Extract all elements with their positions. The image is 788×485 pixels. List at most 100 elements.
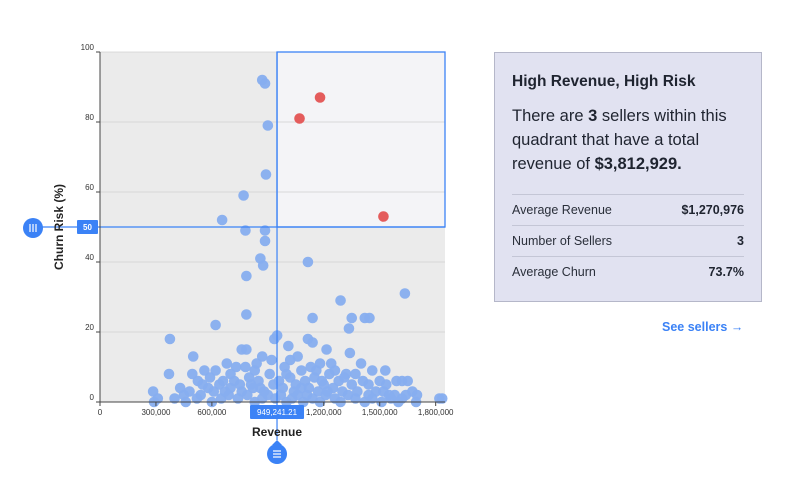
seller-count: 3: [588, 107, 598, 125]
data-point: [245, 379, 257, 390]
data-point: [242, 389, 253, 401]
y-threshold-drag-handle[interactable]: [23, 218, 43, 238]
y-tick-label: 20: [85, 323, 94, 332]
data-point: [311, 365, 322, 376]
data-point: [378, 386, 389, 397]
y-threshold-value: 50: [83, 223, 92, 232]
data-point: [255, 382, 266, 394]
data-point: [259, 235, 271, 247]
data-point: [184, 386, 195, 397]
data-point: [260, 169, 272, 180]
data-point: [197, 379, 208, 390]
x-threshold-badge[interactable]: 949,241.21: [250, 405, 305, 419]
x-tick-label: 600,000: [197, 408, 226, 417]
data-point: [241, 344, 252, 355]
data-point: [232, 393, 244, 404]
y-tick-label: 40: [85, 253, 94, 262]
x-axis-ticks: 0 300,000 600,000 1,200,000 1,500,000 1,800,0…: [98, 402, 454, 417]
stat-value: $1,270,976: [681, 203, 744, 217]
data-point: [191, 393, 203, 404]
x-tick-label: 1,500,000: [362, 408, 398, 417]
data-point: [264, 368, 276, 380]
highlighted-data-point: [378, 211, 389, 222]
data-points: [147, 74, 448, 408]
data-point: [187, 351, 199, 362]
data-point: [259, 225, 271, 236]
card-title: High Revenue, High Risk: [512, 73, 696, 90]
data-point: [307, 337, 318, 348]
y-tick-label: 0: [90, 393, 95, 402]
x-threshold-value: 949,241.21: [257, 408, 298, 417]
data-point: [316, 375, 328, 387]
data-point: [346, 312, 358, 324]
data-point: [321, 344, 332, 355]
data-point: [163, 368, 175, 380]
y-tick-label: 100: [81, 43, 95, 52]
quadrant-summary-card: High Revenue, High Risk There are 3 sell…: [494, 52, 762, 302]
card-description: There are 3 sellers within this quadrant…: [512, 104, 744, 176]
data-point: [221, 358, 233, 369]
data-point: [296, 382, 307, 394]
chart-svg: 0 20 40 60 80 100 0 300,000 600,000 1,200,000 1,5…: [23, 43, 454, 464]
data-point: [283, 340, 294, 352]
data-point: [364, 312, 375, 324]
stat-label: Number of Sellers: [512, 234, 613, 248]
data-point: [296, 365, 307, 376]
data-point: [350, 393, 361, 404]
data-point: [399, 288, 411, 299]
stat-label: Average Churn: [512, 265, 596, 279]
y-tick-label: 80: [85, 113, 94, 122]
x-tick-label: 300,000: [141, 408, 170, 417]
stat-row-average-revenue: Average Revenue $1,270,976: [512, 194, 744, 225]
data-point: [238, 190, 249, 201]
data-point: [357, 375, 369, 387]
highlighted-data-point: [314, 92, 326, 103]
highlighted-data-point: [294, 113, 305, 124]
data-point: [302, 256, 314, 268]
quadrant-highlight: [277, 52, 445, 227]
total-revenue: $3,812,929.: [594, 155, 682, 173]
data-point: [338, 372, 350, 383]
data-point: [363, 389, 374, 401]
x-threshold-drag-handle[interactable]: [267, 440, 288, 464]
data-point: [234, 379, 246, 390]
data-point: [240, 361, 251, 373]
y-axis-ticks: 0 20 40 60 80 100: [81, 43, 100, 403]
data-point: [204, 372, 216, 383]
stat-row-average-churn: Average Churn 73.7%: [512, 256, 744, 287]
data-point: [241, 309, 252, 320]
data-point: [343, 323, 355, 334]
scatter-chart: 0 20 40 60 80 100 0 300,000 600,000 1,200,000 1,5…: [23, 43, 454, 464]
data-point: [266, 354, 277, 366]
data-point: [249, 365, 261, 376]
data-point: [240, 225, 251, 236]
data-point: [355, 358, 367, 369]
data-point: [259, 78, 271, 89]
arrow-right-icon: →: [730, 320, 744, 334]
stat-label: Average Revenue: [512, 203, 612, 217]
horizontal-lines-icon: [273, 450, 282, 458]
data-point: [307, 312, 318, 324]
data-point: [216, 214, 228, 226]
data-point: [335, 295, 346, 306]
data-point: [241, 270, 252, 282]
y-axis-title: Churn Risk (%): [52, 184, 66, 270]
data-point: [366, 365, 378, 376]
x-tick-label: 0: [98, 408, 103, 417]
data-point: [169, 393, 180, 404]
see-sellers-link[interactable]: See sellers →: [662, 320, 743, 334]
see-sellers-label: See sellers: [662, 320, 728, 334]
y-tick-label: 60: [85, 183, 94, 192]
x-tick-label: 1,200,000: [306, 408, 342, 417]
data-point: [400, 389, 412, 401]
data-point: [210, 319, 221, 331]
stat-value: 73.7%: [708, 265, 744, 279]
data-point: [225, 368, 236, 380]
stat-value: 3: [737, 234, 744, 248]
data-point: [262, 120, 274, 131]
desc-middle: sellers within this quadrant that have a…: [512, 107, 727, 173]
data-point: [374, 375, 386, 387]
y-threshold-badge[interactable]: 50: [77, 220, 98, 234]
desc-prefix: There are: [512, 107, 589, 125]
data-point: [219, 386, 231, 397]
